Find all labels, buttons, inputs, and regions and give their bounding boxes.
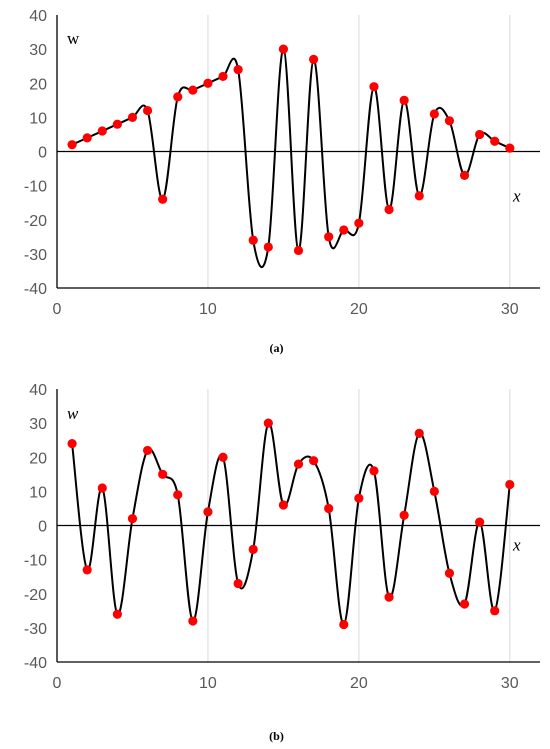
data-point [324, 232, 334, 242]
y-axis-label: w [67, 404, 79, 423]
x-tick-label: 30 [501, 301, 519, 318]
x-tick-label: 20 [350, 301, 368, 318]
y-tick-label: 20 [29, 76, 47, 93]
data-point [369, 82, 379, 92]
y-tick-label: 10 [29, 484, 47, 501]
y-tick-label: 40 [29, 8, 47, 25]
data-point [505, 479, 515, 490]
data-point [248, 235, 258, 245]
data-point [233, 65, 243, 75]
panel-b: 40 30 20 10 0 -10 -20 -30 -40 0 10 20 30 w x (b) [24, 382, 540, 743]
data-point [354, 218, 364, 228]
data-point [459, 170, 470, 180]
data-point [429, 109, 439, 119]
y-tick-label: -10 [24, 179, 47, 196]
x-tick-label: 0 [53, 301, 62, 318]
data-point [82, 133, 92, 143]
data-point [127, 112, 138, 122]
y-tick-label: 20 [29, 450, 47, 467]
data-point [248, 544, 258, 554]
y-tick-label: 0 [38, 145, 47, 162]
data-point [308, 54, 319, 64]
data-point [339, 619, 349, 630]
data-point [188, 616, 198, 626]
data-point [444, 568, 455, 578]
x-tick-label: 0 [53, 675, 62, 692]
data-point [218, 452, 228, 462]
x-tick-label: 20 [350, 675, 368, 692]
data-point [188, 85, 198, 95]
data-point [112, 609, 122, 619]
series-curve [71, 48, 511, 269]
x-tick-label: 30 [501, 675, 519, 692]
data-point [218, 71, 228, 82]
data-point [263, 242, 273, 252]
data-point [97, 126, 107, 136]
y-axis-label: w [67, 29, 80, 48]
x-axis-label: x [512, 187, 521, 206]
data-point [173, 92, 183, 102]
y-tick-label: -20 [24, 213, 47, 230]
x-axis-label: x [512, 536, 521, 555]
data-point [82, 565, 92, 575]
x-tick-label: 10 [199, 675, 217, 692]
data-point [490, 136, 500, 146]
data-point [414, 191, 424, 201]
y-tick-label: -30 [24, 247, 47, 264]
data-point [384, 204, 394, 215]
y-tick-label: 10 [29, 110, 47, 127]
data-point [173, 490, 183, 500]
data-point [444, 116, 455, 126]
data-point [233, 578, 243, 589]
panel-a: 40 30 20 10 0 -10 -20 -30 -40 0 10 20 30 w x (a) [24, 8, 540, 355]
data-point [384, 592, 394, 602]
y-tick-label: 30 [29, 416, 47, 433]
y-tick-label: -20 [24, 587, 47, 604]
data-point [459, 599, 470, 609]
data-point [278, 500, 289, 510]
data-point [354, 493, 364, 503]
y-tick-label: -40 [24, 655, 47, 672]
data-point [67, 140, 77, 150]
data-point [308, 456, 319, 466]
data-point [97, 483, 107, 493]
data-point [490, 606, 500, 616]
y-tick-label: 0 [38, 519, 47, 536]
data-point [293, 245, 304, 256]
panel-caption: (a) [270, 341, 284, 355]
data-point [369, 466, 379, 476]
data-point [127, 514, 138, 524]
data-point [505, 143, 515, 153]
data-point [142, 105, 153, 116]
data-point [158, 469, 168, 479]
data-point [339, 225, 349, 235]
data-point [263, 418, 273, 428]
data-point [158, 194, 168, 204]
data-point [475, 517, 485, 527]
y-tick-label: -40 [24, 281, 47, 298]
data-point [414, 428, 424, 438]
data-point [203, 78, 213, 88]
panel-caption: (b) [269, 729, 284, 743]
data-point [142, 445, 153, 456]
data-point [203, 507, 213, 517]
data-point [429, 486, 439, 496]
data-point [399, 510, 409, 520]
y-tick-label: 40 [29, 382, 47, 399]
x-tick-label: 10 [199, 301, 217, 318]
y-tick-label: 30 [29, 42, 47, 59]
y-tick-label: -10 [24, 553, 47, 570]
data-point [475, 129, 485, 140]
data-point [324, 503, 334, 514]
data-point [399, 95, 409, 105]
data-point [278, 44, 289, 54]
data-point [67, 439, 77, 449]
series-curve [71, 422, 511, 626]
data-point [293, 459, 304, 469]
y-tick-label: -30 [24, 621, 47, 638]
data-point [112, 119, 122, 129]
